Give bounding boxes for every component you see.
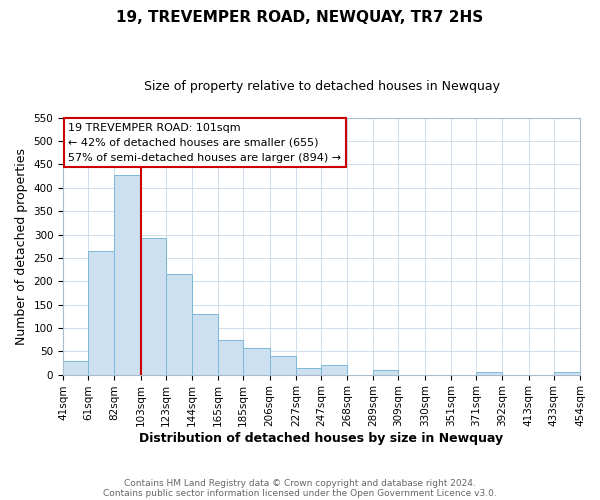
Text: 19, TREVEMPER ROAD, NEWQUAY, TR7 2HS: 19, TREVEMPER ROAD, NEWQUAY, TR7 2HS <box>116 10 484 25</box>
Text: Contains HM Land Registry data © Crown copyright and database right 2024.: Contains HM Land Registry data © Crown c… <box>124 478 476 488</box>
Text: Contains public sector information licensed under the Open Government Licence v3: Contains public sector information licen… <box>103 488 497 498</box>
Bar <box>115 174 140 374</box>
Text: 19 TREVEMPER ROAD: 101sqm
← 42% of detached houses are smaller (655)
57% of semi: 19 TREVEMPER ROAD: 101sqm ← 42% of detac… <box>68 123 341 162</box>
Bar <box>243 348 269 374</box>
Title: Size of property relative to detached houses in Newquay: Size of property relative to detached ho… <box>143 80 500 93</box>
Bar <box>373 370 398 374</box>
Bar <box>554 372 580 374</box>
Bar <box>140 238 166 374</box>
Bar <box>166 274 192 374</box>
Y-axis label: Number of detached properties: Number of detached properties <box>15 148 28 344</box>
X-axis label: Distribution of detached houses by size in Newquay: Distribution of detached houses by size … <box>139 432 503 445</box>
Bar <box>88 251 115 374</box>
Bar <box>321 366 347 374</box>
Bar <box>269 356 296 374</box>
Bar <box>63 360 88 374</box>
Bar <box>476 372 502 374</box>
Bar <box>218 340 243 374</box>
Bar <box>296 368 321 374</box>
Bar <box>192 314 218 374</box>
